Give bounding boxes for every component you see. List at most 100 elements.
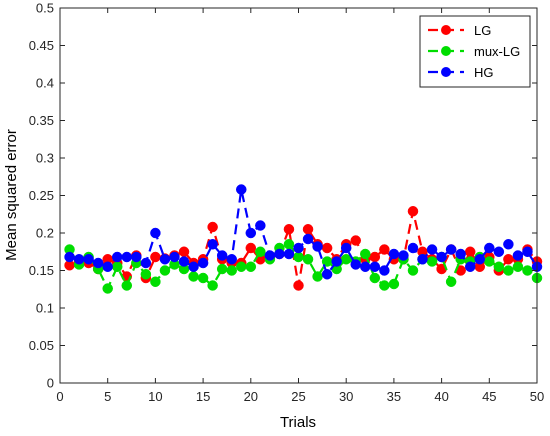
- data-point-2-43: [474, 254, 486, 265]
- data-point-1-23: [283, 239, 295, 250]
- data-point-2-9: [150, 227, 161, 239]
- data-point-2-44: [484, 242, 495, 254]
- data-point-2-13: [188, 261, 199, 272]
- legend-marker-1: [441, 46, 451, 56]
- data-point-2-30: [350, 259, 361, 270]
- data-point-2-22: [274, 248, 285, 260]
- data-point-2-31: [360, 261, 371, 272]
- data-point-1-24: [293, 251, 304, 263]
- data-point-2-4: [102, 261, 113, 272]
- y-tick-label: 0.45: [29, 38, 54, 53]
- x-tick-label: 10: [148, 389, 162, 404]
- y-tick-label: 0.05: [29, 338, 54, 353]
- data-point-1-36: [407, 265, 419, 276]
- data-point-1-20: [255, 246, 266, 257]
- data-point-2-32: [369, 261, 381, 272]
- data-point-0-24: [293, 280, 304, 291]
- data-point-1-45: [493, 261, 505, 272]
- data-point-1-8: [140, 269, 152, 280]
- x-tick-label: 50: [530, 389, 544, 404]
- data-point-1-18: [236, 261, 247, 272]
- y-tick-label: 0.2: [36, 226, 54, 241]
- data-point-2-40: [445, 244, 457, 255]
- data-point-2-41: [455, 248, 466, 260]
- data-point-1-4: [102, 283, 113, 294]
- legend-box: [419, 15, 531, 88]
- x-tick-label: 15: [196, 389, 210, 404]
- data-point-2-3: [92, 257, 104, 269]
- data-point-1-46: [503, 265, 514, 276]
- y-tick-label: 0.3: [36, 151, 54, 166]
- data-point-0-15: [207, 221, 218, 233]
- data-point-2-34: [388, 248, 400, 260]
- data-point-0-25: [302, 224, 314, 235]
- data-point-2-12: [178, 256, 190, 267]
- data-point-2-11: [169, 251, 180, 263]
- data-point-1-9: [150, 276, 161, 287]
- x-tick-label: 30: [339, 389, 353, 404]
- data-point-2-28: [331, 256, 342, 267]
- x-tick-label: 35: [387, 389, 401, 404]
- data-point-0-33: [379, 244, 390, 255]
- data-point-2-6: [121, 251, 133, 263]
- data-point-2-37: [417, 254, 428, 265]
- data-point-2-0: [64, 251, 75, 263]
- data-point-0-12: [178, 246, 190, 257]
- y-tick-label: 0.35: [29, 113, 54, 128]
- data-point-0-19: [245, 242, 257, 254]
- x-axis-label: Trials: [280, 414, 316, 431]
- data-point-2-21: [264, 250, 276, 261]
- data-point-2-29: [340, 242, 352, 254]
- data-point-2-20: [255, 220, 266, 231]
- x-tick-label: 20: [244, 389, 258, 404]
- data-point-2-17: [226, 254, 237, 265]
- data-point-2-46: [503, 239, 514, 250]
- data-point-2-39: [436, 251, 447, 263]
- data-point-2-2: [83, 254, 94, 265]
- data-point-2-18: [236, 184, 247, 195]
- y-tick-label: 0.15: [29, 263, 54, 278]
- legend-label: mux-LG: [474, 44, 520, 59]
- data-point-2-38: [426, 244, 438, 255]
- data-point-1-10: [159, 265, 171, 276]
- data-point-2-27: [321, 269, 333, 280]
- legend-marker-2: [441, 67, 451, 77]
- data-point-0-9: [150, 251, 161, 263]
- data-point-1-13: [188, 271, 199, 282]
- data-point-1-16: [216, 263, 228, 275]
- legend-label: HG: [474, 65, 494, 80]
- legend-label: LG: [474, 23, 491, 38]
- data-point-1-40: [445, 276, 457, 287]
- data-point-1-17: [226, 265, 237, 276]
- data-point-0-46: [503, 254, 514, 265]
- data-point-2-36: [407, 242, 419, 254]
- data-point-1-38: [426, 256, 438, 267]
- data-point-0-32: [369, 251, 381, 263]
- data-point-1-15: [207, 280, 218, 291]
- data-point-2-48: [522, 246, 533, 257]
- data-point-1-14: [197, 272, 209, 284]
- data-point-0-23: [283, 224, 295, 235]
- data-point-1-6: [121, 280, 133, 291]
- data-point-1-19: [245, 261, 257, 272]
- x-tick-label: 25: [291, 389, 305, 404]
- data-point-0-27: [321, 242, 333, 254]
- legend-marker-0: [441, 25, 451, 35]
- data-point-2-15: [207, 239, 218, 250]
- data-point-0-36: [407, 206, 419, 217]
- y-tick-label: 0.1: [36, 301, 54, 316]
- data-point-1-32: [369, 272, 381, 284]
- x-tick-label: 40: [434, 389, 448, 404]
- data-point-2-35: [398, 250, 409, 261]
- data-point-1-25: [302, 254, 314, 265]
- data-point-1-47: [512, 261, 524, 272]
- x-tick-label: 5: [104, 389, 111, 404]
- y-tick-label: 0.5: [36, 1, 54, 16]
- data-point-2-8: [140, 257, 152, 269]
- x-tick-label: 0: [56, 389, 63, 404]
- data-point-2-25: [302, 233, 314, 245]
- data-point-2-26: [312, 241, 323, 252]
- data-point-2-23: [283, 248, 295, 260]
